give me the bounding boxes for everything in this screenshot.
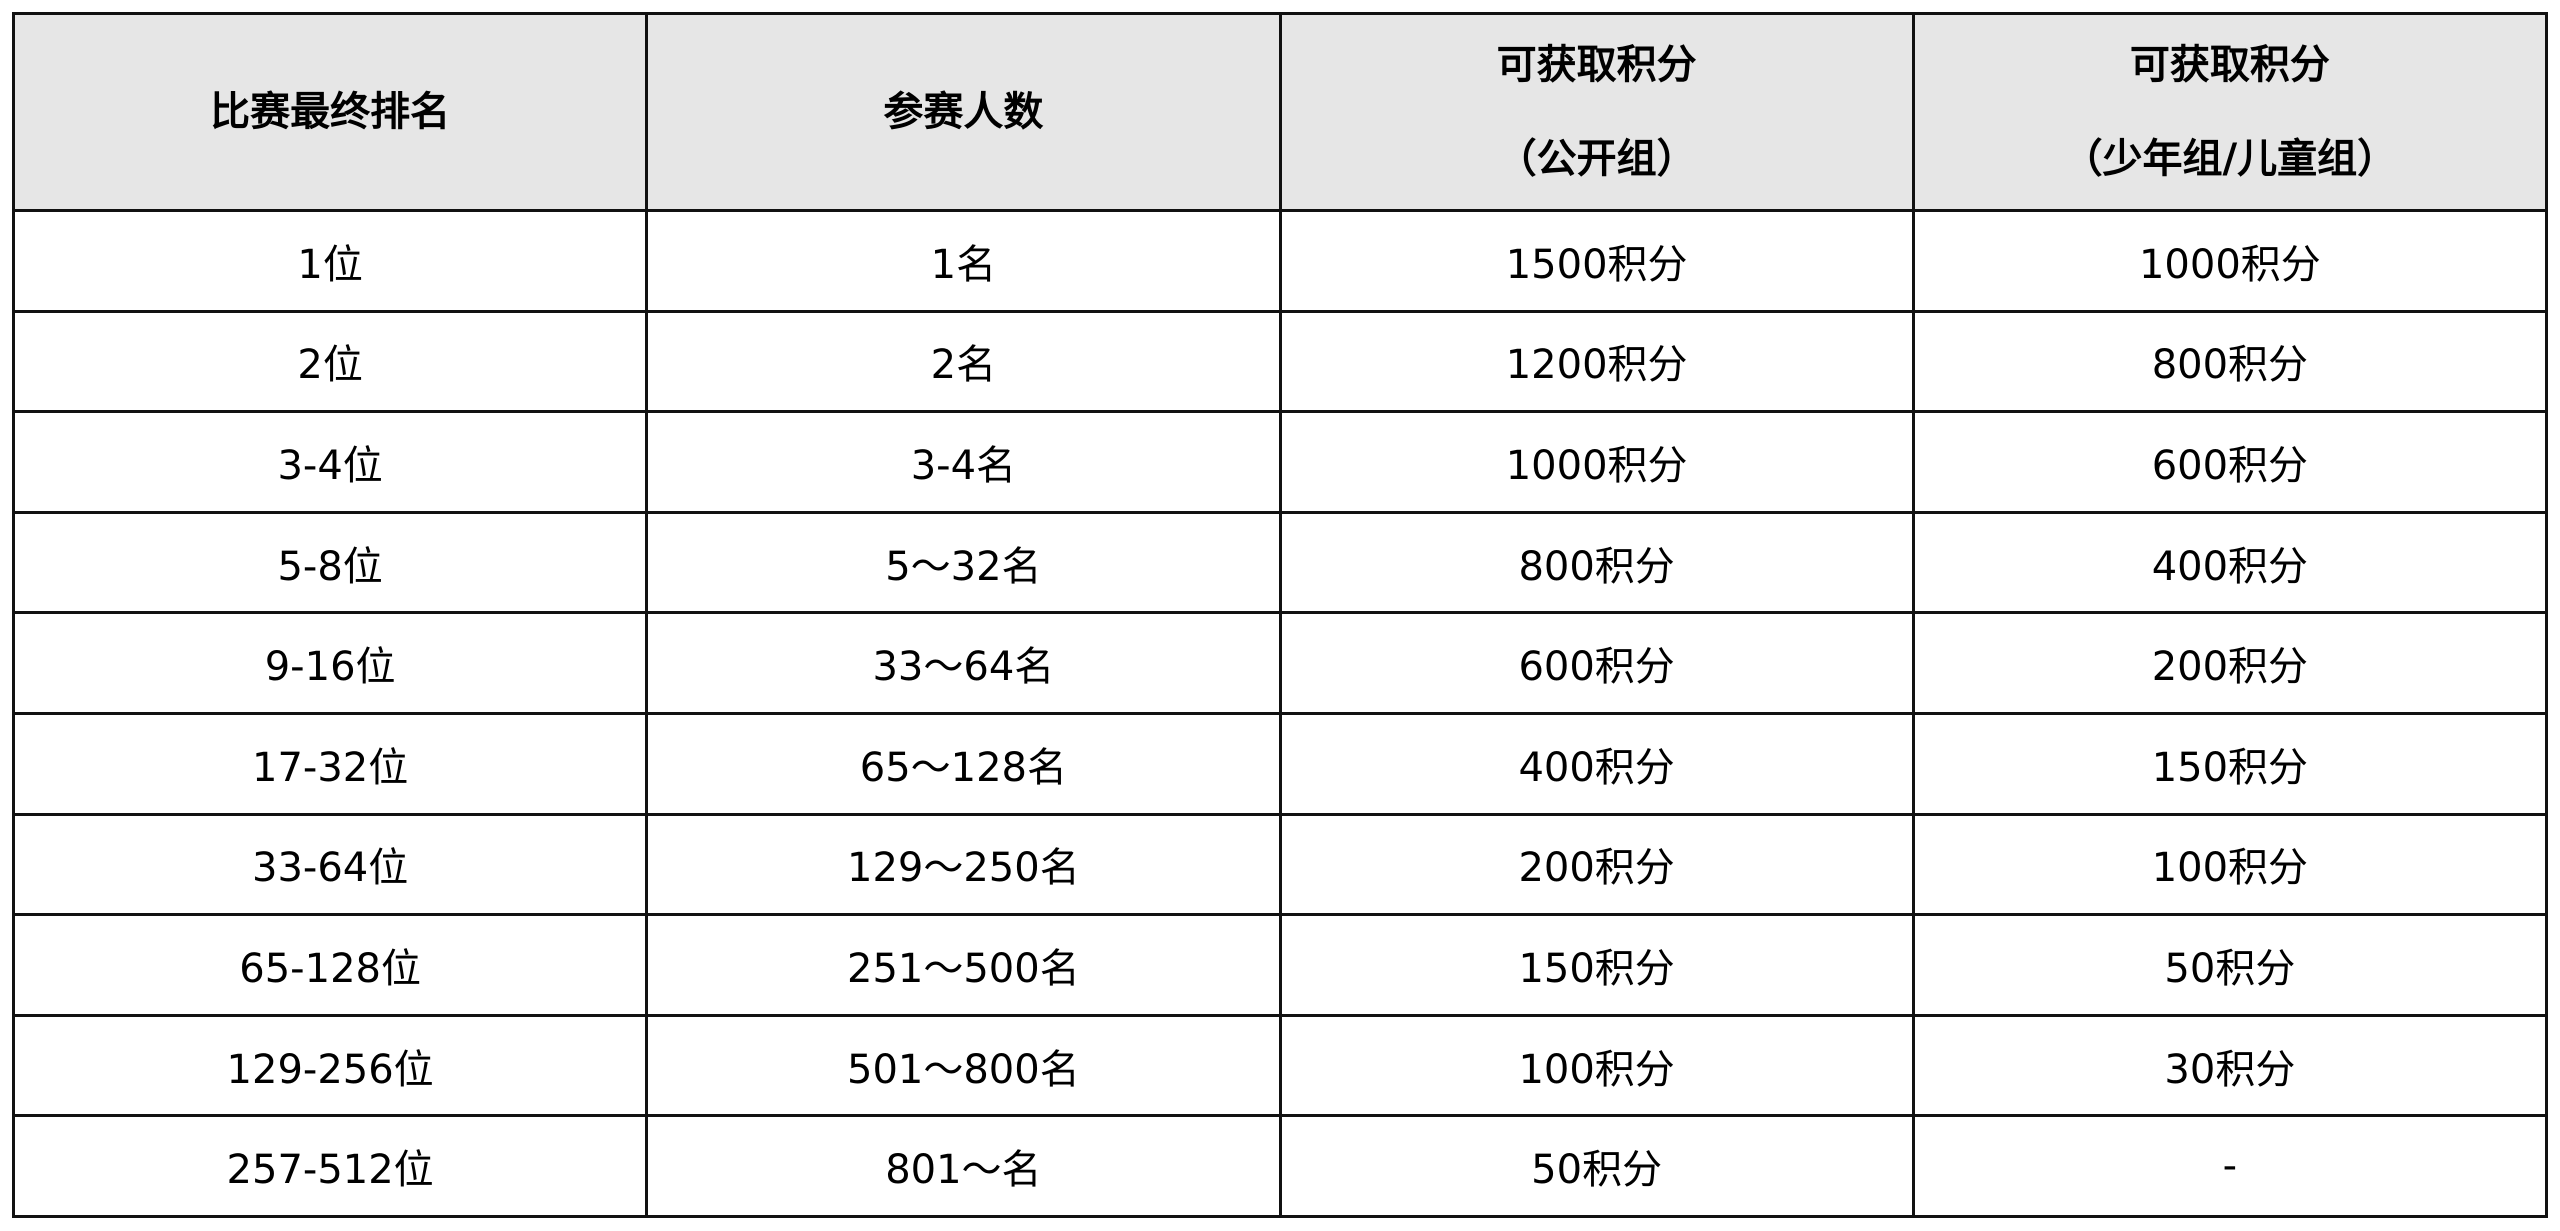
header-points-youth: 可获取积分 （少年组/儿童组）	[1911, 12, 2549, 212]
table-row: 33-64位 129～250名 200积分 100积分	[11, 812, 2549, 917]
cell-participants: 33～64名	[645, 611, 1282, 715]
header-rank: 比赛最终排名	[11, 12, 649, 212]
cell-participants: 801～名	[645, 1114, 1282, 1218]
header-points-youth-sub: （少年组/儿童组）	[2062, 136, 2398, 182]
points-table: 比赛最终排名 参赛人数 可获取积分 （公开组） 可获取积分 （少年组/儿童组） 1位…	[11, 12, 2549, 1218]
cell-points-open: 1200积分	[1278, 309, 1915, 414]
header-participants: 参赛人数	[645, 12, 1282, 212]
cell-points-youth: 400积分	[1911, 510, 2549, 615]
header-points-open: 可获取积分 （公开组）	[1278, 12, 1915, 212]
cell-points-youth: 200积分	[1911, 611, 2549, 715]
cell-points-youth: 30积分	[1911, 1013, 2549, 1118]
table-row: 2位 2名 1200积分 800积分	[11, 309, 2549, 414]
table-row: 5-8位 5～32名 800积分 400积分	[11, 510, 2549, 615]
cell-rank: 2位	[11, 309, 649, 414]
header-points-open-label: 可获取积分	[1496, 42, 1697, 88]
cell-rank: 5-8位	[11, 510, 649, 615]
table-row: 257-512位 801～名 50积分 -	[11, 1114, 2549, 1218]
cell-points-youth: 800积分	[1911, 309, 2549, 414]
cell-points-open: 1000积分	[1278, 410, 1915, 514]
header-participants-label: 参赛人数	[883, 89, 1044, 135]
cell-participants: 3-4名	[645, 410, 1282, 514]
header-points-youth-label: 可获取积分	[2129, 42, 2330, 88]
cell-rank: 3-4位	[11, 410, 649, 514]
cell-points-open: 150积分	[1278, 913, 1915, 1017]
cell-points-open: 600积分	[1278, 611, 1915, 715]
cell-participants: 251～500名	[645, 913, 1282, 1017]
cell-points-youth: 600积分	[1911, 410, 2549, 514]
cell-participants: 2名	[645, 309, 1282, 414]
cell-points-open: 800积分	[1278, 510, 1915, 615]
cell-participants: 129～250名	[645, 812, 1282, 917]
cell-points-youth: -	[1911, 1114, 2549, 1218]
header-rank-label: 比赛最终排名	[210, 89, 451, 135]
cell-points-youth: 100积分	[1911, 812, 2549, 917]
cell-points-open: 200积分	[1278, 812, 1915, 917]
cell-participants: 5～32名	[645, 510, 1282, 615]
cell-rank: 65-128位	[11, 913, 649, 1017]
cell-rank: 33-64位	[11, 812, 649, 917]
cell-participants: 65～128名	[645, 711, 1282, 816]
cell-rank: 9-16位	[11, 611, 649, 715]
cell-participants: 501～800名	[645, 1013, 1282, 1118]
header-points-open-sub: （公开组）	[1496, 136, 1697, 182]
cell-rank: 1位	[11, 209, 649, 313]
cell-points-youth: 150积分	[1911, 711, 2549, 816]
cell-points-youth: 50积分	[1911, 913, 2549, 1017]
cell-points-open: 400积分	[1278, 711, 1915, 816]
table-row: 1位 1名 1500积分 1000积分	[11, 209, 2549, 313]
cell-points-youth: 1000积分	[1911, 209, 2549, 313]
cell-points-open: 50积分	[1278, 1114, 1915, 1218]
table-row: 3-4位 3-4名 1000积分 600积分	[11, 410, 2549, 514]
header-row: 比赛最终排名 参赛人数 可获取积分 （公开组） 可获取积分 （少年组/儿童组）	[11, 12, 2549, 212]
cell-points-open: 100积分	[1278, 1013, 1915, 1118]
cell-participants: 1名	[645, 209, 1282, 313]
cell-points-open: 1500积分	[1278, 209, 1915, 313]
cell-rank: 17-32位	[11, 711, 649, 816]
cell-rank: 129-256位	[11, 1013, 649, 1118]
cell-rank: 257-512位	[11, 1114, 649, 1218]
table-row: 129-256位 501～800名 100积分 30积分	[11, 1013, 2549, 1118]
table-row: 65-128位 251～500名 150积分 50积分	[11, 913, 2549, 1017]
table-row: 17-32位 65～128名 400积分 150积分	[11, 711, 2549, 816]
table-row: 9-16位 33～64名 600积分 200积分	[11, 611, 2549, 715]
